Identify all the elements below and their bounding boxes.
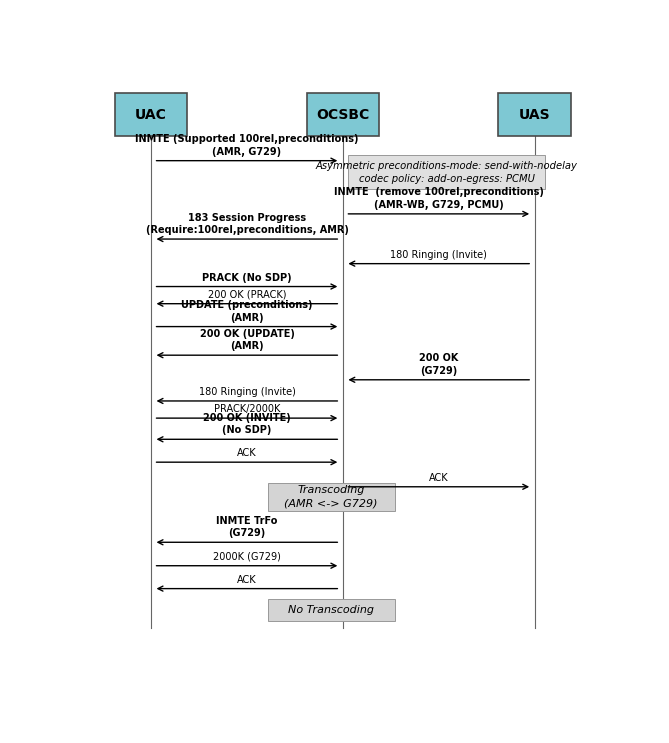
Text: PRACK (No SDP): PRACK (No SDP) [202, 273, 292, 282]
Text: UPDATE (preconditions)
(AMR): UPDATE (preconditions) (AMR) [181, 300, 312, 322]
Text: No Transcoding: No Transcoding [288, 606, 374, 615]
Text: ACK: ACK [237, 574, 257, 585]
Text: 180 Ringing (Invite): 180 Ringing (Invite) [390, 250, 487, 259]
Text: 180 Ringing (Invite): 180 Ringing (Invite) [199, 387, 296, 397]
Text: ACK: ACK [429, 473, 449, 483]
FancyBboxPatch shape [498, 94, 571, 137]
Text: 200 OK (UPDATE)
(AMR): 200 OK (UPDATE) (AMR) [199, 329, 294, 351]
Text: Transcoding
(AMR <-> G729): Transcoding (AMR <-> G729) [284, 485, 378, 509]
Text: UAC: UAC [135, 108, 167, 122]
Text: 200 OK (PRACK): 200 OK (PRACK) [207, 290, 286, 299]
Text: ACK: ACK [237, 448, 257, 458]
Text: 2000K (G729): 2000K (G729) [213, 552, 281, 562]
FancyBboxPatch shape [306, 94, 379, 137]
Text: OCSBC: OCSBC [316, 108, 369, 122]
Text: 183 Session Progress
(Require:100rel,preconditions, AMR): 183 Session Progress (Require:100rel,pre… [145, 212, 349, 235]
FancyBboxPatch shape [115, 94, 187, 137]
Text: INMTE TrFo
(G729): INMTE TrFo (G729) [216, 516, 278, 538]
Text: INMTE  (remove 100rel,preconditions)
(AMR-WB, G729, PCMU): INMTE (remove 100rel,preconditions) (AMR… [334, 187, 544, 210]
Text: 200 OK (INVITE)
(No SDP): 200 OK (INVITE) (No SDP) [203, 413, 291, 435]
FancyBboxPatch shape [268, 600, 395, 621]
Text: UAS: UAS [519, 108, 551, 122]
Text: PRACK/2000K: PRACK/2000K [214, 404, 280, 414]
Text: 200 OK
(G729): 200 OK (G729) [419, 354, 458, 376]
FancyBboxPatch shape [268, 484, 395, 510]
FancyBboxPatch shape [348, 155, 545, 189]
Text: Asymmetric preconditions-mode: send-with-nodelay
codec policy: add-on-egress: PC: Asymmetric preconditions-mode: send-with… [316, 160, 577, 184]
Text: INMTE (Supported 100rel,preconditions)
(AMR, G729): INMTE (Supported 100rel,preconditions) (… [135, 134, 359, 157]
